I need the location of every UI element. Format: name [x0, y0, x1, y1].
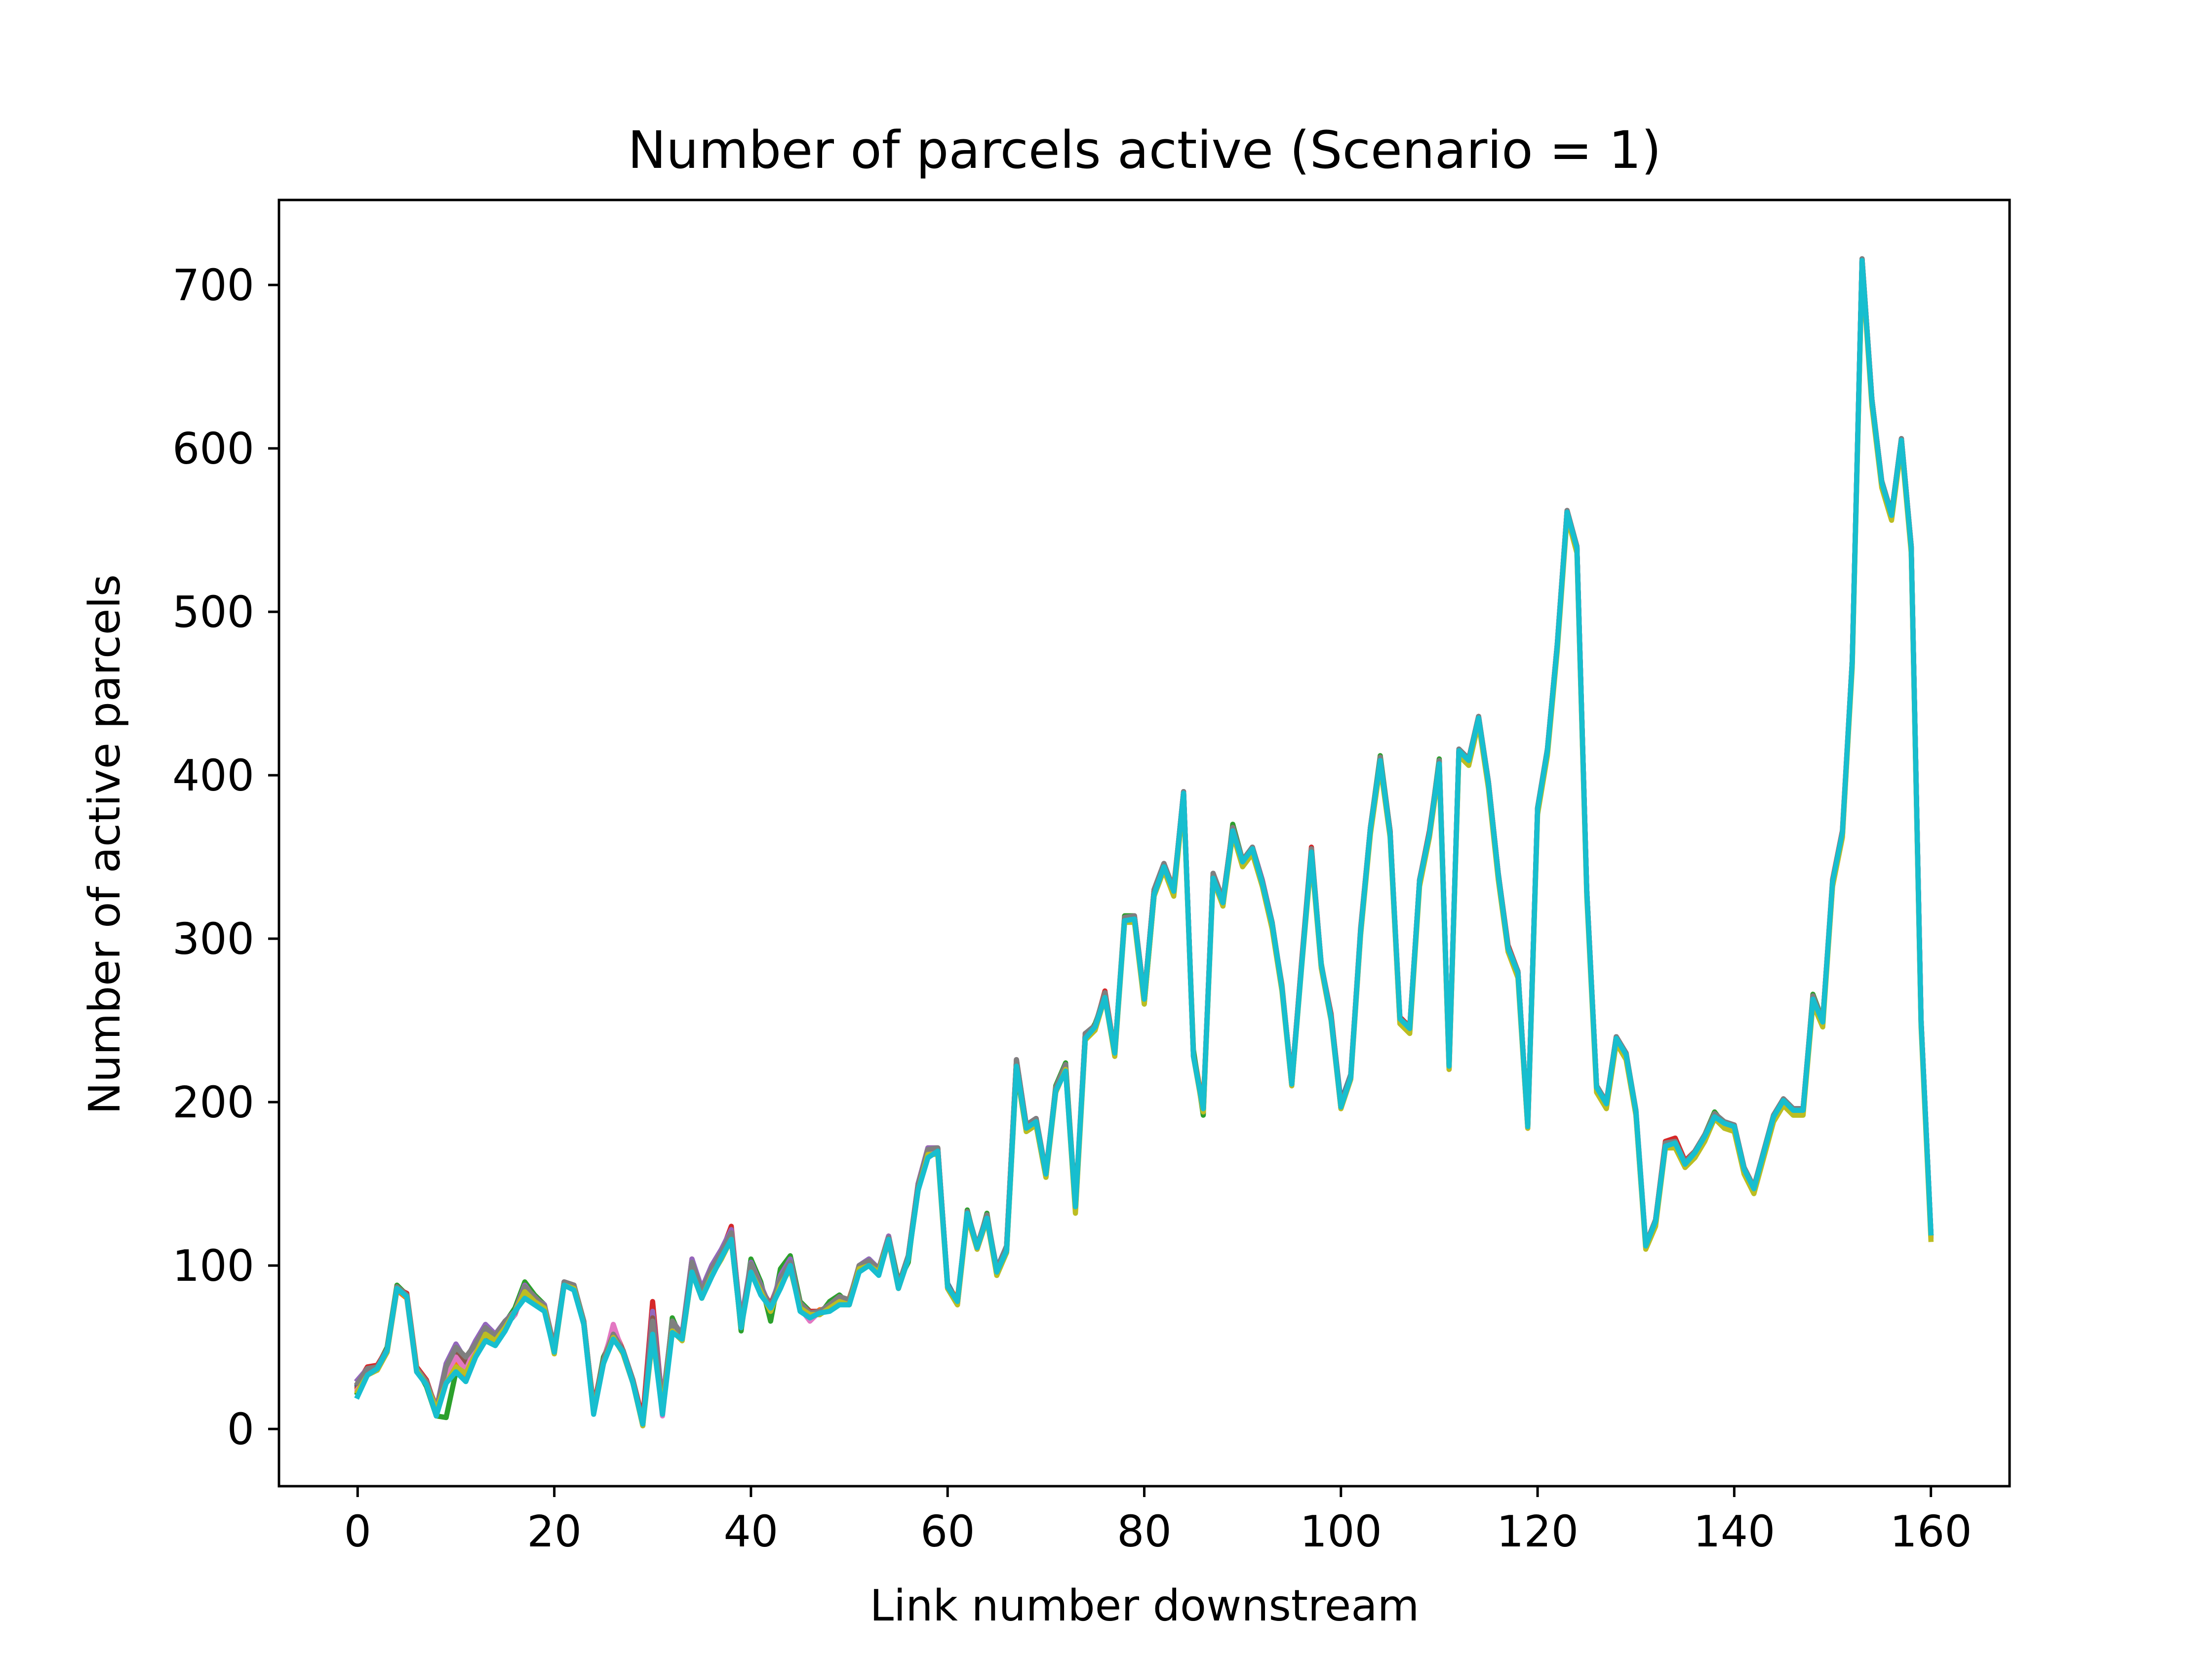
- y-tick-label: 0: [227, 1404, 254, 1455]
- x-tick-label: 100: [1300, 1506, 1382, 1557]
- x-tick-label: 60: [920, 1506, 975, 1557]
- x-tick-label: 20: [527, 1506, 582, 1557]
- x-tick-label: 0: [344, 1506, 371, 1557]
- y-tick-label: 200: [172, 1077, 254, 1128]
- y-tick-label: 300: [172, 914, 254, 964]
- y-tick-label: 400: [172, 750, 254, 801]
- y-axis-label: Number of active parcels: [79, 574, 130, 1114]
- x-tick-label: 80: [1117, 1506, 1172, 1557]
- y-tick-label: 500: [172, 587, 254, 637]
- y-tick-label: 700: [172, 260, 254, 311]
- x-tick-label: 160: [1890, 1506, 1972, 1557]
- x-tick-label: 140: [1693, 1506, 1775, 1557]
- axes-layer: 0 20 40 60 80 100 120 140 160 0 100 200 300 400 500 600…: [172, 198, 2011, 1557]
- y-tick-label: 100: [172, 1241, 254, 1291]
- chart-title: Number of parcels active (Scenario = 1): [628, 120, 1661, 180]
- series-line-10: [354, 258, 1934, 1427]
- x-axis-label: Link number downstream: [870, 1580, 1420, 1631]
- x-tick-label: 40: [724, 1506, 779, 1557]
- y-tick-label: 600: [172, 424, 254, 474]
- x-tick-label: 120: [1497, 1506, 1579, 1557]
- series-layer: [354, 256, 1934, 1428]
